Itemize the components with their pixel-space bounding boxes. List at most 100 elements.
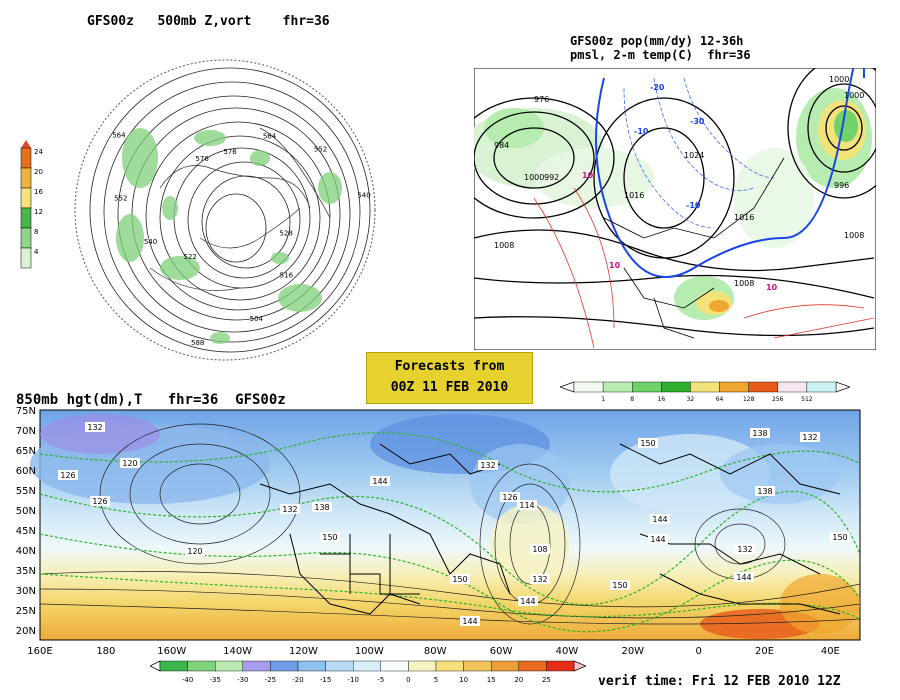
precip-isobar-label: 1024	[684, 151, 704, 160]
bottom-colorbar-bin	[270, 660, 299, 672]
precip-colorbar-label: 128	[743, 396, 755, 403]
bottom-lon-label: 160W	[157, 646, 186, 657]
bottom-height-label-bg	[185, 546, 205, 556]
polar-colorbar: 24 20 16 12 8 4	[20, 140, 43, 269]
bottom-colorbar-label: -25	[265, 676, 276, 684]
polar-coastlines	[149, 127, 331, 291]
precip-isobar-label: 996	[834, 181, 849, 190]
bottom-height-label-bg	[90, 496, 110, 506]
bottom-lon-label: 140W	[223, 646, 252, 657]
bottom-colorbar-label: -15	[320, 676, 331, 684]
bottom-height-label-bg	[735, 544, 755, 554]
polar-panel-title: GFS00z 500mb Z,vort fhr=36	[87, 14, 330, 29]
polar-contour-label: 576	[195, 155, 209, 163]
bottom-height-label: 120	[187, 547, 202, 556]
bottom-height-label-bg	[610, 580, 630, 590]
bottom-colorbar-bin	[187, 660, 216, 672]
precip-isobar-label: 1000	[844, 91, 864, 100]
bottom-height-label: 138	[314, 503, 329, 512]
bottom-height-label-bg	[650, 514, 670, 524]
bottom-lat-label: 45N	[16, 526, 36, 537]
precip-colorbar-label: 64	[716, 396, 724, 403]
polar-colorbar-bin	[20, 247, 32, 269]
bottom-height-label: 132	[737, 545, 752, 554]
bottom-lat-label: 55N	[16, 486, 36, 497]
bottom-height-label: 144	[650, 535, 665, 544]
precip-temp-label: -10	[686, 201, 701, 210]
polar-contour-label: 540	[357, 192, 370, 200]
polar-contour-label: 552	[314, 146, 327, 154]
bottom-height-label-bg	[734, 572, 754, 582]
polar-colorbar-label: 12	[34, 208, 43, 216]
precip-temp-neg	[623, 77, 775, 229]
precip-temp-label: 10	[766, 283, 778, 292]
bottom-colorbar-label: -5	[377, 676, 384, 684]
bottom-height-label: 144	[652, 515, 667, 524]
bottom-height-label: 150	[322, 533, 337, 542]
bottom-lon-label: 0	[695, 646, 701, 657]
bottom-height-label: 150	[640, 439, 655, 448]
precip-colorbar-bin	[806, 381, 837, 393]
bottom-lon-label: 120W	[289, 646, 318, 657]
bottom-lon-label: 40W	[556, 646, 579, 657]
precip-colorbar-arrow-left	[560, 381, 575, 393]
bottom-lon-label: 20E	[755, 646, 774, 657]
bottom-colorbar-bin	[546, 660, 575, 672]
bottom-height-label: 126	[502, 493, 517, 502]
precip-temp-label: 10	[582, 171, 594, 180]
bottom-height-label: 132	[480, 461, 495, 470]
bottom-height-label-bg	[312, 502, 332, 512]
bottom-height-label-bg	[120, 458, 140, 468]
bottom-colorbar-label: 15	[487, 676, 496, 684]
bottom-colorbar-label: 10	[459, 676, 468, 684]
bottom-lon-label: 100W	[355, 646, 384, 657]
precip-colorbar-bin	[661, 381, 691, 393]
forecast-box-line2: 00Z 11 FEB 2010	[390, 380, 509, 395]
bottom-colorbar-arrow-left	[150, 660, 161, 672]
bottom-colorbar-bin	[380, 660, 409, 672]
bottom-colorbar-bin	[325, 660, 354, 672]
bottom-shading	[30, 414, 860, 639]
bottom-colorbar-bin	[518, 660, 547, 672]
polar-contour-label: 540	[144, 238, 157, 246]
bottom-height-label-bg	[517, 500, 537, 510]
polar-contour-label: 588	[191, 339, 204, 347]
precip-colorbar-label: 256	[772, 396, 784, 403]
bottom-height-label: 150	[452, 575, 467, 584]
precip-isobar-label: 1008	[844, 231, 864, 240]
polar-colorbar-bin	[20, 147, 32, 169]
bottom-height-label-bg	[370, 476, 390, 486]
bottom-colorbar-label: 5	[434, 676, 438, 684]
precip-temp-label: 10	[609, 261, 621, 270]
precip-colorbar-bin	[602, 381, 633, 393]
polar-contour-label: 552	[114, 195, 127, 203]
polar-colorbar-label: 20	[34, 168, 43, 176]
precip-isobar-label: 976	[534, 95, 549, 104]
bottom-height-label-bg	[320, 532, 340, 542]
bottom-map: 1261321201261201441321381501441501321261…	[16, 406, 861, 657]
bottom-height-label-bg	[450, 574, 470, 584]
precip-colorbar-bin	[748, 381, 778, 393]
colorbar-arrow-top	[21, 140, 31, 148]
polar-colorbar-label: 4	[34, 248, 39, 256]
bottom-colorbar-bin	[214, 660, 243, 672]
precip-isobar-label: 1008	[734, 279, 754, 288]
bottom-height-label-bg	[460, 616, 480, 626]
bottom-height-label: 132	[87, 423, 102, 432]
bottom-colorbar-label: -20	[292, 676, 303, 684]
bottom-colorbar-label: 0	[406, 676, 410, 684]
bottom-height-label: 138	[752, 429, 767, 438]
precip-colorbar-label: 1	[601, 396, 605, 403]
precip-map: 1000976984992100010241008101610161008100…	[474, 68, 876, 350]
polar-contour-label: 528	[279, 229, 292, 237]
bottom-height-label: 144	[736, 573, 751, 582]
precip-isobar-label: 1008	[494, 241, 514, 250]
bottom-height-label-bg	[800, 432, 820, 442]
bottom-height-label-bg	[750, 428, 770, 438]
precip-colorbar-arrow-right	[835, 381, 850, 393]
bottom-colorbar-bin	[491, 660, 520, 672]
bottom-height-label-bg	[530, 574, 550, 584]
bottom-height-label: 150	[832, 533, 847, 542]
bottom-height-label-bg	[85, 422, 105, 432]
bottom-height-label-bg	[830, 532, 850, 542]
